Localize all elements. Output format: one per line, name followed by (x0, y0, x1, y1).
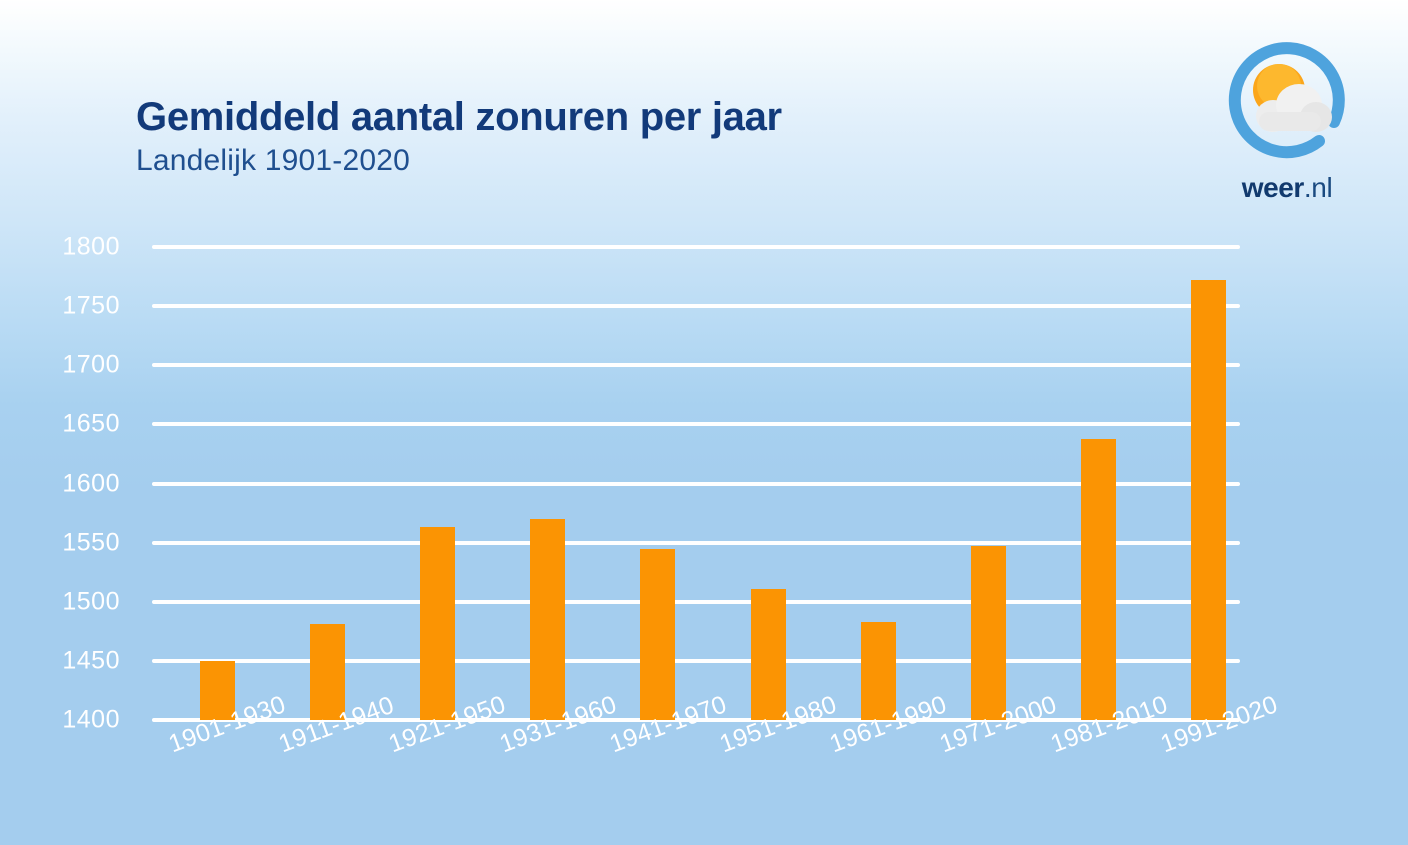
y-axis-tick-label: 1650 (62, 409, 120, 438)
gridline (152, 245, 1240, 249)
bar[interactable] (970, 546, 1006, 720)
bar[interactable] (309, 624, 345, 720)
bar[interactable] (530, 518, 566, 720)
gridline (152, 599, 1240, 604)
y-axis-tick-label: 1700 (62, 350, 120, 379)
y-axis-tick-label: 1600 (62, 469, 120, 497)
brand-logo: weer.nl (1212, 38, 1362, 208)
y-axis-tick-label: 1750 (62, 291, 120, 320)
bar-series (152, 247, 1240, 720)
y-axis-tick-label: 1450 (62, 646, 120, 675)
gridline (152, 481, 1240, 486)
x-axis-labels: 1901-1930 1911-1940 1921-1950 1931-1960 1941… (152, 690, 1281, 830)
page-title: Gemiddeld aantal zonuren per jaar (136, 95, 782, 139)
gridline (152, 658, 1240, 663)
logo-wordmark: weer.nl (1212, 172, 1362, 204)
logo-brand-text: weer (1241, 172, 1305, 203)
y-axis-tick-label: 1550 (62, 528, 120, 557)
y-axis-tick-label: 1500 (62, 587, 120, 616)
bar[interactable] (640, 548, 676, 720)
gridline (152, 540, 1240, 545)
bar[interactable] (750, 588, 786, 720)
bar[interactable] (1081, 438, 1117, 720)
plot-area (152, 245, 1240, 722)
logo-tld-text: .nl (1303, 172, 1333, 203)
gridline (152, 304, 1240, 309)
bar[interactable] (419, 527, 455, 720)
gridline (152, 422, 1240, 427)
y-axis-labels: 1400 1450 1500 1550 1600 1650 1700 1750 1800 (0, 233, 120, 734)
cloud-icon (1256, 84, 1332, 132)
gridline (152, 363, 1240, 368)
gridline (152, 718, 1240, 722)
page-subtitle: Landelijk 1901-2020 (136, 143, 411, 177)
logo-graphic (1228, 42, 1345, 159)
logo-ring-icon (1228, 42, 1345, 159)
chart-header: Gemiddeld aantal zonuren per jaar Landel… (136, 95, 782, 178)
bar[interactable] (860, 621, 896, 720)
y-axis-tick-label: 1400 (62, 705, 120, 734)
logo-mark (1221, 38, 1353, 170)
bar[interactable] (1191, 280, 1227, 720)
bar[interactable] (199, 660, 235, 720)
y-axis-tick-label: 1800 (62, 232, 120, 261)
